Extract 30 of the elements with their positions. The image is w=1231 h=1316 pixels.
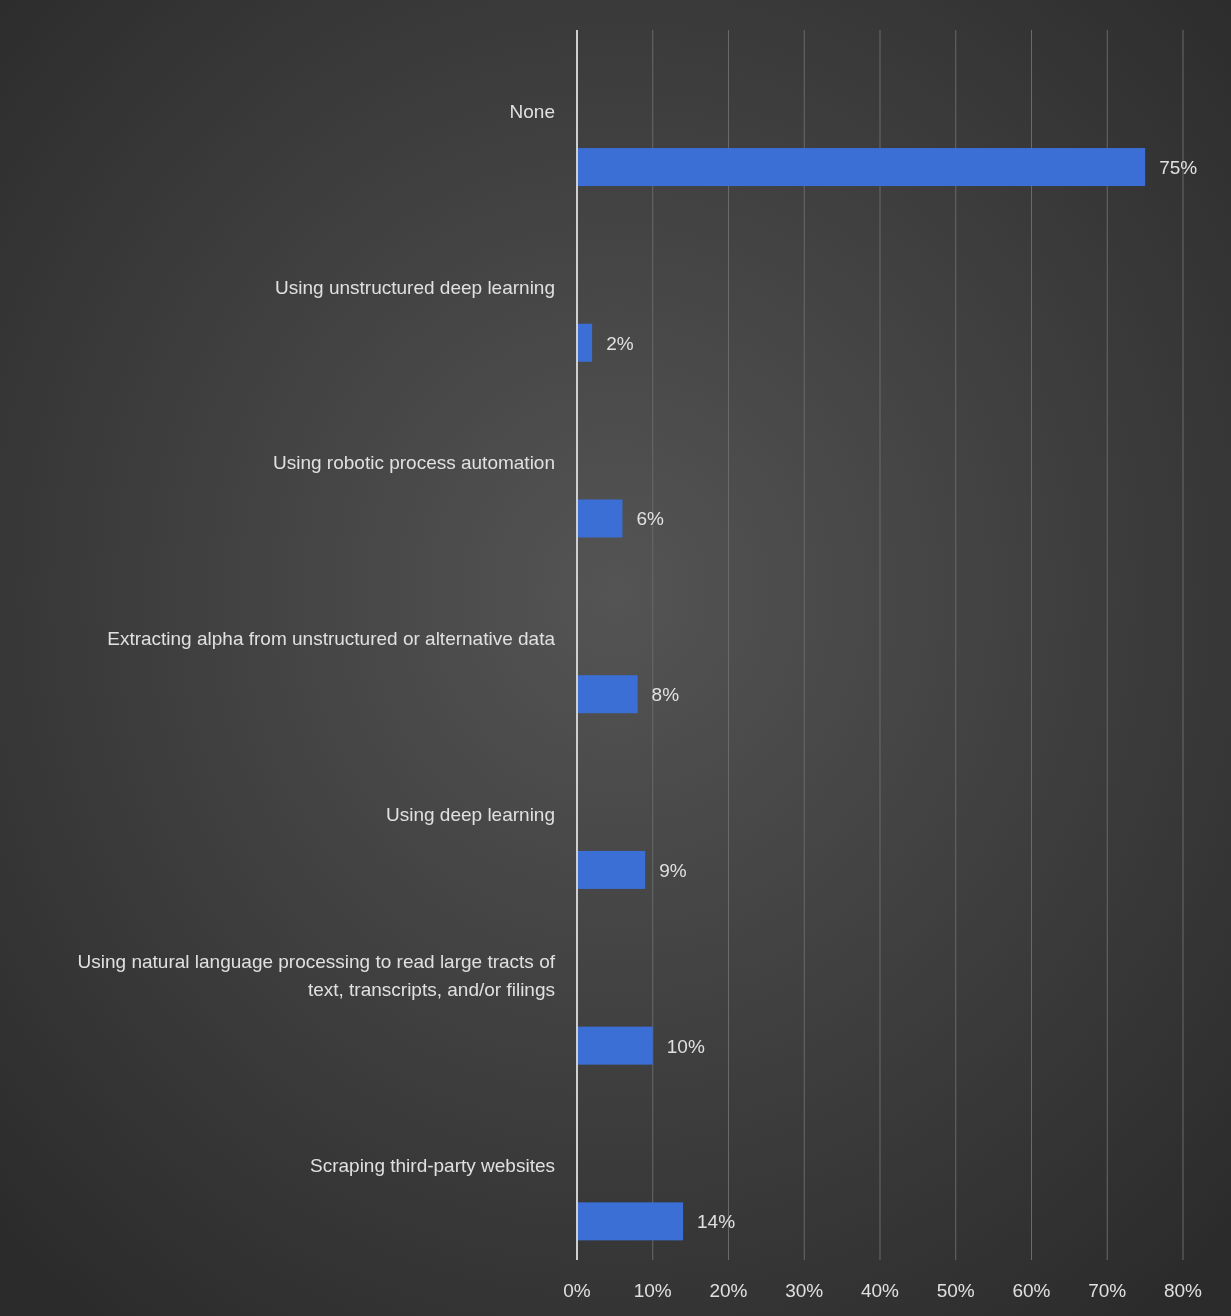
bar [577, 499, 623, 538]
x-tick-label: 70% [1088, 1280, 1127, 1301]
x-tick-label: 50% [936, 1280, 975, 1301]
data-label: 10% [666, 1035, 705, 1057]
bar [577, 1202, 684, 1241]
y-tick-label: Using robotic process automation [273, 452, 555, 474]
y-tick-label: None [509, 100, 555, 122]
y-tick-label: Using natural language processing to read large tracts of text, transcripts, and/or filings [77, 951, 556, 1001]
data-label: 6% [636, 508, 665, 530]
x-tick-label: 10% [633, 1280, 672, 1301]
data-label: 8% [651, 684, 680, 706]
x-tick-label: 0% [563, 1280, 591, 1301]
y-tick-label: Using unstructured deep learning [275, 276, 555, 298]
bar [577, 850, 646, 889]
y-tick-label: Extracting alpha from unstructured or alternative data [107, 628, 556, 649]
bar [577, 675, 638, 714]
data-label: 14% [697, 1211, 736, 1233]
y-tick-label: Scraping third-party websites [310, 1155, 555, 1177]
x-tick-label: 20% [709, 1280, 748, 1301]
data-label: 2% [606, 332, 634, 354]
x-tick-label: 30% [785, 1280, 824, 1301]
y-tick-label: Using deep learning [385, 803, 555, 825]
x-tick-label: 60% [1012, 1280, 1051, 1301]
data-label: 75% [1159, 157, 1198, 179]
x-tick-label: 40% [860, 1280, 900, 1301]
bar [577, 323, 593, 362]
data-label: 9% [659, 859, 687, 881]
bar [577, 148, 1146, 187]
bar [577, 1026, 653, 1065]
x-tick-label: 80% [1163, 1280, 1203, 1301]
